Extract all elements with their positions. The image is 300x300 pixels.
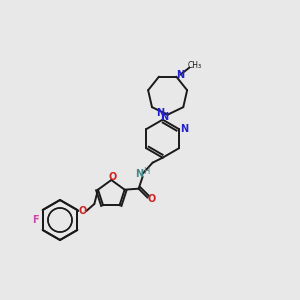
Text: F: F	[32, 215, 38, 225]
Text: N: N	[176, 70, 184, 80]
Text: O: O	[78, 206, 86, 216]
Text: N: N	[136, 169, 144, 179]
Text: N: N	[157, 108, 165, 118]
Text: CH₃: CH₃	[187, 61, 201, 70]
Text: O: O	[108, 172, 116, 182]
Text: O: O	[148, 194, 156, 204]
Text: H: H	[143, 167, 150, 176]
Text: N: N	[180, 124, 188, 134]
Text: N: N	[160, 112, 169, 122]
